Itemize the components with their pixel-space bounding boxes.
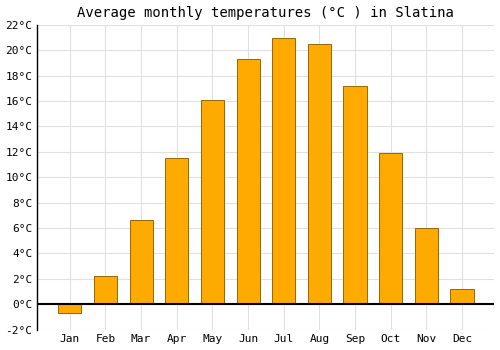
- Bar: [236, 59, 260, 304]
- Bar: [165, 158, 188, 304]
- Bar: [94, 276, 117, 304]
- Bar: [379, 153, 402, 304]
- Bar: [58, 304, 82, 313]
- Bar: [130, 220, 152, 304]
- Title: Average monthly temperatures (°C ) in Slatina: Average monthly temperatures (°C ) in Sl…: [78, 6, 454, 20]
- Bar: [308, 44, 331, 304]
- Bar: [201, 100, 224, 304]
- Bar: [272, 37, 295, 304]
- Bar: [344, 86, 366, 304]
- Bar: [415, 228, 438, 304]
- Bar: [450, 289, 473, 304]
